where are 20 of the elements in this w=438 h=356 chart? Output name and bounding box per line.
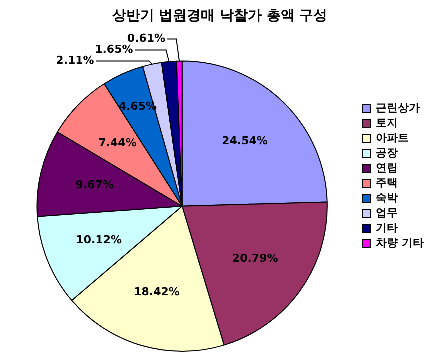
legend-label: 업무 — [376, 206, 398, 220]
chart-title: 상반기 법원경매 낙찰가 총액 구성 — [112, 8, 328, 24]
legend-label: 공장 — [376, 146, 398, 160]
data-label: 18.42% — [134, 286, 180, 299]
data-label: 20.79% — [232, 252, 278, 265]
data-label: 24.54% — [222, 134, 268, 148]
data-label: 7.44% — [98, 136, 137, 150]
data-label: 2.11% — [56, 54, 94, 68]
legend-label: 차량 기타 — [376, 236, 424, 250]
legend-label: 기타 — [376, 221, 398, 234]
legend-label: 토지 — [376, 116, 398, 130]
data-label: 0.61% — [127, 32, 166, 46]
legend-label: 숙박 — [376, 191, 398, 204]
data-label: 1.65% — [95, 43, 134, 56]
legend-label: 주택 — [376, 176, 398, 190]
legend-label: 아파트 — [376, 131, 410, 144]
legend-label: 연립 — [376, 161, 398, 174]
data-label: 10.12% — [76, 233, 122, 246]
data-label: 9.67% — [76, 178, 114, 192]
legend-label: 근린상가 — [376, 101, 420, 114]
